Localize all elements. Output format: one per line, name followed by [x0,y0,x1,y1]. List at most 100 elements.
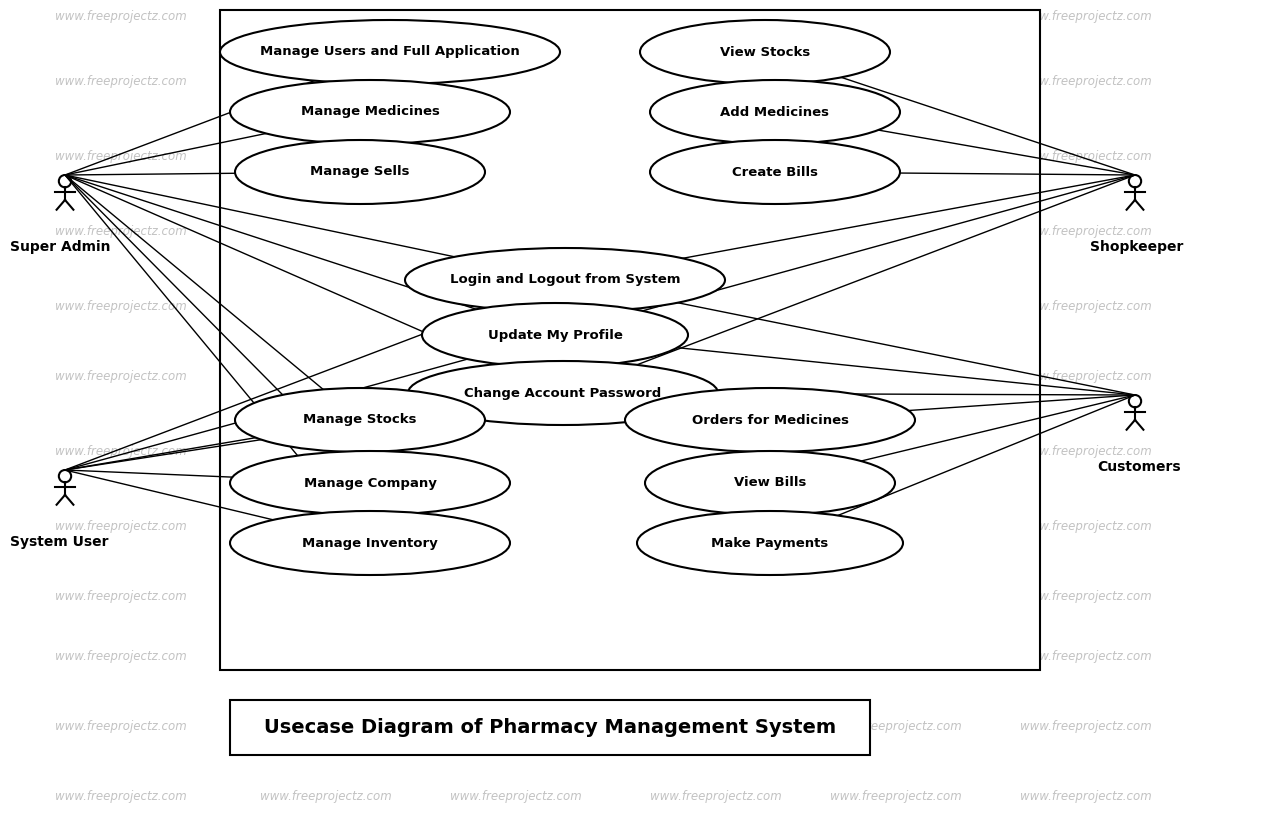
Text: www.freeprojectz.com: www.freeprojectz.com [830,75,961,88]
Ellipse shape [650,80,901,144]
Text: www.freeprojectz.com: www.freeprojectz.com [56,300,187,313]
Text: Super Admin: Super Admin [10,240,110,254]
Text: Login and Logout from System: Login and Logout from System [450,274,681,287]
Text: www.freeprojectz.com: www.freeprojectz.com [260,300,392,313]
Text: www.freeprojectz.com: www.freeprojectz.com [650,150,782,163]
Text: www.freeprojectz.com: www.freeprojectz.com [260,720,392,733]
Ellipse shape [405,248,725,312]
Text: www.freeprojectz.com: www.freeprojectz.com [650,590,782,603]
Text: www.freeprojectz.com: www.freeprojectz.com [56,720,187,733]
Ellipse shape [220,20,560,84]
Ellipse shape [422,303,688,367]
Text: Manage Users and Full Application: Manage Users and Full Application [260,46,520,58]
Text: www.freeprojectz.com: www.freeprojectz.com [1021,720,1152,733]
Text: Manage Inventory: Manage Inventory [302,536,438,550]
Text: www.freeprojectz.com: www.freeprojectz.com [1021,520,1152,533]
Ellipse shape [230,80,510,144]
Text: www.freeprojectz.com: www.freeprojectz.com [450,225,582,238]
Ellipse shape [640,20,890,84]
Text: www.freeprojectz.com: www.freeprojectz.com [450,10,582,23]
Text: www.freeprojectz.com: www.freeprojectz.com [260,790,392,803]
Text: www.freeprojectz.com: www.freeprojectz.com [260,150,392,163]
Text: www.freeprojectz.com: www.freeprojectz.com [650,520,782,533]
Ellipse shape [408,361,717,425]
Text: www.freeprojectz.com: www.freeprojectz.com [450,720,582,733]
Bar [230,700,870,755]
Text: Manage Company: Manage Company [303,477,437,490]
Text: www.freeprojectz.com: www.freeprojectz.com [650,720,782,733]
Text: Make Payments: Make Payments [711,536,829,550]
Text: www.freeprojectz.com: www.freeprojectz.com [56,225,187,238]
Text: www.freeprojectz.com: www.freeprojectz.com [830,10,961,23]
Text: www.freeprojectz.com: www.freeprojectz.com [260,520,392,533]
Text: www.freeprojectz.com: www.freeprojectz.com [1021,790,1152,803]
Text: www.freeprojectz.com: www.freeprojectz.com [1021,300,1152,313]
Text: www.freeprojectz.com: www.freeprojectz.com [450,520,582,533]
Text: www.freeprojectz.com: www.freeprojectz.com [56,790,187,803]
Text: www.freeprojectz.com: www.freeprojectz.com [450,590,582,603]
Text: www.freeprojectz.com: www.freeprojectz.com [650,225,782,238]
Text: www.freeprojectz.com: www.freeprojectz.com [450,300,582,313]
Text: Customers: Customers [1098,460,1181,474]
Text: www.freeprojectz.com: www.freeprojectz.com [830,520,961,533]
Ellipse shape [650,140,901,204]
Text: www.freeprojectz.com: www.freeprojectz.com [1021,225,1152,238]
Text: www.freeprojectz.com: www.freeprojectz.com [650,300,782,313]
Text: www.freeprojectz.com: www.freeprojectz.com [56,650,187,663]
Text: www.freeprojectz.com: www.freeprojectz.com [450,650,582,663]
Text: www.freeprojectz.com: www.freeprojectz.com [650,75,782,88]
Text: View Bills: View Bills [734,477,806,490]
Text: www.freeprojectz.com: www.freeprojectz.com [450,790,582,803]
Text: www.freeprojectz.com: www.freeprojectz.com [1021,590,1152,603]
Bar [220,10,1039,670]
Text: www.freeprojectz.com: www.freeprojectz.com [260,445,392,458]
Text: Orders for Medicines: Orders for Medicines [692,414,849,427]
Text: Change Account Password: Change Account Password [465,387,662,400]
Text: www.freeprojectz.com: www.freeprojectz.com [830,150,961,163]
Text: Manage Medicines: Manage Medicines [301,106,440,119]
Ellipse shape [230,451,510,515]
Text: View Stocks: View Stocks [720,46,810,58]
Text: Create Bills: Create Bills [733,165,818,179]
Ellipse shape [230,511,510,575]
Text: Usecase Diagram of Pharmacy Management System: Usecase Diagram of Pharmacy Management S… [264,718,836,737]
Text: www.freeprojectz.com: www.freeprojectz.com [830,300,961,313]
Text: www.freeprojectz.com: www.freeprojectz.com [450,370,582,383]
Text: www.freeprojectz.com: www.freeprojectz.com [650,445,782,458]
Text: www.freeprojectz.com: www.freeprojectz.com [56,445,187,458]
Text: www.freeprojectz.com: www.freeprojectz.com [830,445,961,458]
Text: www.freeprojectz.com: www.freeprojectz.com [450,75,582,88]
Text: www.freeprojectz.com: www.freeprojectz.com [830,790,961,803]
Text: www.freeprojectz.com: www.freeprojectz.com [260,225,392,238]
Text: www.freeprojectz.com: www.freeprojectz.com [1021,10,1152,23]
Text: www.freeprojectz.com: www.freeprojectz.com [1021,370,1152,383]
Text: www.freeprojectz.com: www.freeprojectz.com [56,10,187,23]
Text: www.freeprojectz.com: www.freeprojectz.com [56,75,187,88]
Ellipse shape [235,140,485,204]
Text: www.freeprojectz.com: www.freeprojectz.com [830,225,961,238]
Text: www.freeprojectz.com: www.freeprojectz.com [830,720,961,733]
Text: www.freeprojectz.com: www.freeprojectz.com [830,590,961,603]
Text: www.freeprojectz.com: www.freeprojectz.com [650,370,782,383]
Text: www.freeprojectz.com: www.freeprojectz.com [260,75,392,88]
Text: www.freeprojectz.com: www.freeprojectz.com [450,150,582,163]
Text: www.freeprojectz.com: www.freeprojectz.com [650,10,782,23]
Text: Update My Profile: Update My Profile [488,328,623,342]
Text: www.freeprojectz.com: www.freeprojectz.com [1021,445,1152,458]
Ellipse shape [637,511,903,575]
Text: www.freeprojectz.com: www.freeprojectz.com [1021,650,1152,663]
Text: www.freeprojectz.com: www.freeprojectz.com [1021,150,1152,163]
Text: www.freeprojectz.com: www.freeprojectz.com [650,650,782,663]
Text: www.freeprojectz.com: www.freeprojectz.com [260,650,392,663]
Text: www.freeprojectz.com: www.freeprojectz.com [260,10,392,23]
Text: System User: System User [10,535,109,549]
Text: www.freeprojectz.com: www.freeprojectz.com [56,520,187,533]
Text: www.freeprojectz.com: www.freeprojectz.com [650,790,782,803]
Text: Shopkeeper: Shopkeeper [1090,240,1183,254]
Text: www.freeprojectz.com: www.freeprojectz.com [56,150,187,163]
Text: Manage Sells: Manage Sells [311,165,409,179]
Text: www.freeprojectz.com: www.freeprojectz.com [830,650,961,663]
Text: Manage Stocks: Manage Stocks [303,414,417,427]
Text: www.freeprojectz.com: www.freeprojectz.com [260,590,392,603]
Text: www.freeprojectz.com: www.freeprojectz.com [1021,75,1152,88]
